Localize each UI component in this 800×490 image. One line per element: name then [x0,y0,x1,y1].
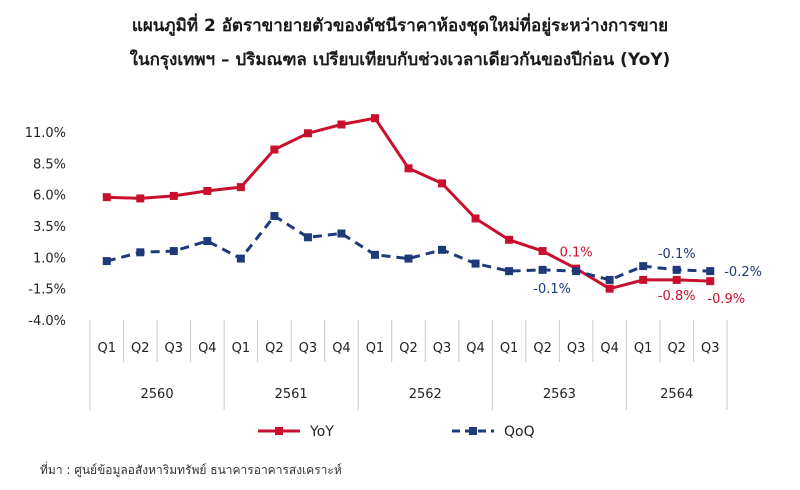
data-point-yoy [303,129,312,138]
x-tick-label: Q1 [232,341,251,356]
x-tick-label: Q3 [567,341,586,356]
legend-label-yoy: YoY [309,424,334,440]
year-label: 2562 [409,387,442,402]
x-tick-label: Q3 [701,341,720,356]
x-tick-label: Q1 [634,341,653,356]
data-point-yoy [270,145,279,154]
x-tick-label: Q3 [433,341,452,356]
data-label: -0.1% [533,282,571,297]
data-point-qoq [136,248,145,257]
data-point-yoy [102,193,111,202]
data-point-qoq [505,267,514,276]
data-point-qoq [538,265,547,274]
x-tick-label: Q3 [165,341,184,356]
data-point-qoq [672,265,681,274]
series-line-yoy [106,116,711,291]
data-point-qoq [706,267,715,276]
x-tick-label: Q2 [667,341,686,356]
year-label: 2561 [275,387,308,402]
data-point-qoq [337,229,346,238]
data-point-yoy [505,235,514,244]
data-point-qoq [270,211,279,220]
y-tick-label: 1.0% [33,251,66,266]
x-tick-label: Q4 [198,341,217,356]
data-point-yoy [337,120,346,129]
data-point-yoy [404,164,413,173]
x-tick-label: Q2 [265,341,284,356]
data-point-yoy [136,194,145,203]
data-point-yoy [672,275,681,284]
legend-label-qoq: QoQ [504,424,535,440]
data-label: -0.8% [658,289,696,304]
data-point-qoq [169,247,178,256]
data-point-yoy [706,277,715,286]
source-note: ที่มา : ศูนย์ข้อมูลอสังหาริมทรัพย์ ธนาคา… [40,463,342,477]
data-point-yoy [370,114,379,123]
data-point-yoy [236,183,245,192]
x-tick-label: Q4 [466,341,485,356]
y-tick-label: 8.5% [33,157,66,172]
data-point-qoq [203,237,212,246]
x-tick-label: Q3 [299,341,318,356]
data-point-yoy [169,191,178,200]
data-point-qoq [471,259,480,268]
x-tick-label: Q2 [131,341,150,356]
x-tick-label: Q1 [500,341,519,356]
chart-title-line-2: ในกรุงเทพฯ – ปริมณฑล เปรียบเทียบกับช่วงเ… [129,50,671,70]
data-point-qoq [102,257,111,266]
y-tick-label: 6.0% [33,189,66,204]
y-tick-label: 3.5% [33,220,66,235]
data-point-qoq [639,262,648,271]
data-point-qoq [605,275,614,284]
legend-marker-yoy [275,427,283,435]
x-tick-label: Q4 [600,341,619,356]
data-point-yoy [471,214,480,223]
data-point-qoq [303,233,312,242]
x-tick-label: Q2 [399,341,418,356]
data-point-qoq [404,254,413,263]
x-tick-label: Q1 [98,341,117,356]
year-label: 2563 [543,387,576,402]
data-label: -0.2% [724,265,762,280]
data-point-yoy [438,179,447,188]
x-tick-label: Q1 [366,341,385,356]
data-point-yoy [203,186,212,195]
series-line-qoq [106,214,711,282]
data-point-yoy [538,247,547,256]
chart-canvas: 11.0% 8.5% 6.0% 3.5% 1.0% -1.5% -4.0% Q1 Q2 Q3 Q4 Q… [25,114,762,440]
data-point-qoq [572,267,581,276]
chart-title-line-1: แผนภูมิที่ 2 อัตราขายายตัวของดัชนีราคาห้… [131,16,669,36]
data-point-qoq [438,245,447,254]
y-tick-label: 11.0% [25,126,66,141]
data-point-qoq [370,250,379,259]
data-label: 0.1% [560,246,593,261]
legend-marker-qoq [469,427,477,435]
data-label: -0.1% [658,247,696,262]
data-label: -0.9% [707,292,745,307]
x-tick-label: Q2 [533,341,552,356]
data-point-qoq [236,254,245,263]
y-tick-label: -4.0% [28,314,66,329]
year-label: 2560 [141,387,174,402]
data-point-yoy [639,275,648,284]
y-tick-label: -1.5% [28,283,66,298]
data-point-yoy [605,284,614,293]
year-label: 2564 [660,387,693,402]
x-tick-label: Q4 [332,341,351,356]
